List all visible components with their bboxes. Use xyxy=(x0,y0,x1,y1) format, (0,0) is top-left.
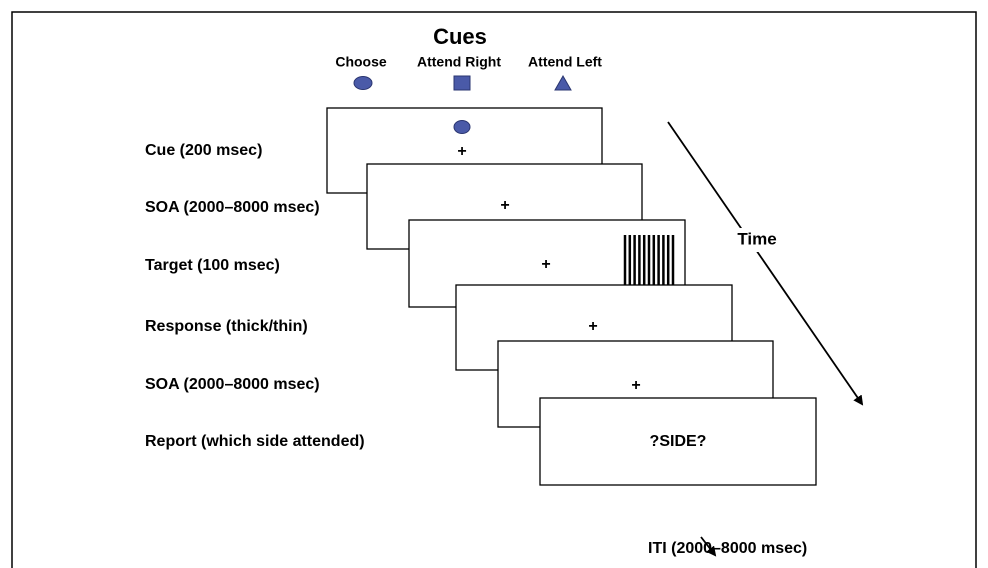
fixation: + xyxy=(631,377,640,394)
iti-arrow xyxy=(700,536,717,557)
iti-label: ITI (2000–8000 msec) xyxy=(648,540,807,557)
report-prompt: ?SIDE? xyxy=(650,433,707,450)
cue-label: Choose xyxy=(335,54,387,70)
stage-label: Target (100 msec) xyxy=(145,257,280,274)
cues-title: Cues xyxy=(433,24,487,49)
stage-label: Response (thick/thin) xyxy=(145,318,308,335)
cue-icon-square xyxy=(453,75,471,91)
grating xyxy=(623,235,675,285)
screen xyxy=(539,397,817,486)
time-label: Time xyxy=(737,229,776,248)
cue-icon-triangle xyxy=(554,74,572,91)
stage-label: SOA (2000–8000 msec) xyxy=(145,199,320,216)
frame xyxy=(11,11,977,568)
cue-stimulus xyxy=(453,120,471,134)
fixation: + xyxy=(457,143,466,160)
time-arrow xyxy=(667,121,864,406)
stage-label: Cue (200 msec) xyxy=(145,142,262,159)
cue-icon-ellipse xyxy=(353,76,373,90)
fixation: + xyxy=(500,197,509,214)
time-label-bg xyxy=(728,228,788,252)
fixation: + xyxy=(588,318,597,335)
stage-label: SOA (2000–8000 msec) xyxy=(145,376,320,393)
stage-label: Report (which side attended) xyxy=(145,433,365,450)
cue-label: Attend Right xyxy=(417,54,501,70)
fixation: + xyxy=(541,256,550,273)
cue-label: Attend Left xyxy=(528,54,602,70)
